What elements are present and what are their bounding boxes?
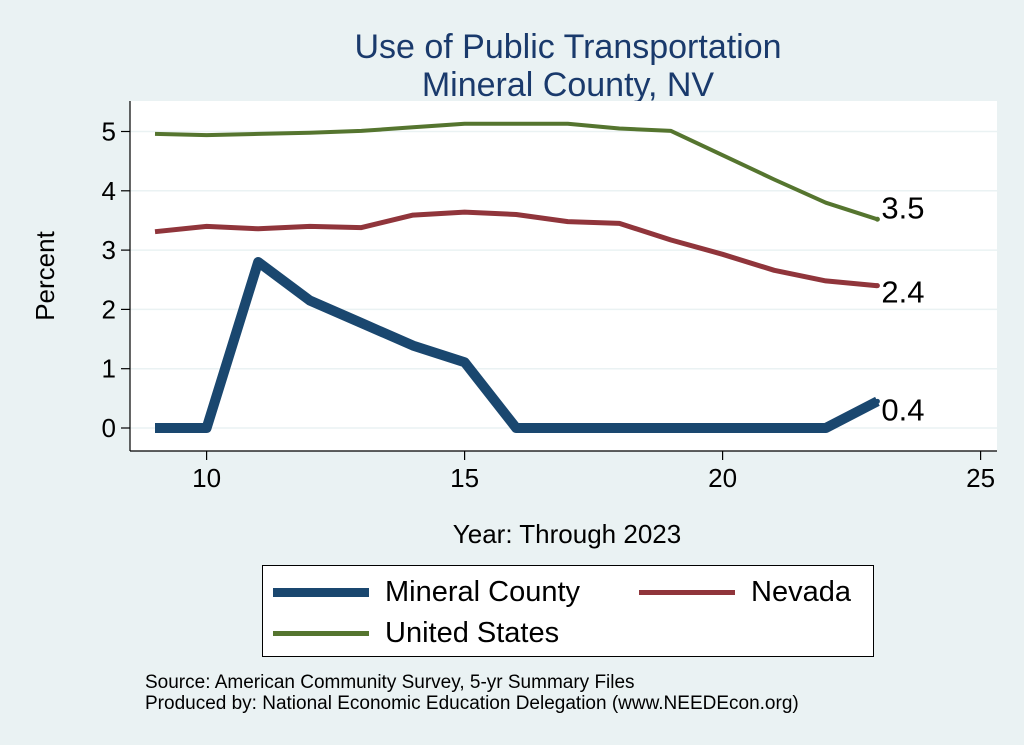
series-line-mineral-county bbox=[155, 257, 880, 433]
legend-item-united-states: United States bbox=[273, 617, 559, 649]
producer-line: Produced by: National Economic Education… bbox=[145, 693, 799, 714]
chart-title-line-1: Use of Public Transportation bbox=[354, 28, 782, 66]
legend-swatch-mineral-county bbox=[273, 587, 369, 597]
legend-item-nevada: Nevada bbox=[639, 576, 851, 608]
chart-title: Use of Public Transportation Mineral Cou… bbox=[0, 28, 1024, 104]
legend-item-mineral-county: Mineral County bbox=[273, 576, 580, 608]
legend-swatch-nevada bbox=[639, 589, 735, 595]
y-tick-label: 0 bbox=[102, 413, 116, 443]
legend-label: United States bbox=[385, 617, 560, 649]
legend-swatch-united-states bbox=[273, 630, 369, 636]
x-tick-label: 15 bbox=[450, 463, 479, 493]
end-point-marker bbox=[874, 398, 880, 404]
x-tick-label: 10 bbox=[192, 463, 221, 493]
x-axis-label: Year: Through 2023 bbox=[453, 519, 681, 549]
legend-label: Mineral County bbox=[385, 576, 581, 608]
end-labels: 3.5 2.4 0.4 bbox=[874, 190, 925, 427]
y-tick-label: 4 bbox=[102, 176, 116, 206]
end-label: 2.4 bbox=[881, 275, 924, 310]
chart-title-line-2: Mineral County, NV bbox=[421, 66, 715, 104]
end-point-marker bbox=[874, 216, 880, 222]
end-label: 0.4 bbox=[881, 392, 924, 427]
legend-label: Nevada bbox=[751, 576, 851, 608]
y-tick-label: 3 bbox=[102, 235, 116, 265]
source-line: Source: American Community Survey, 5-yr … bbox=[145, 672, 635, 693]
y-tick-label: 1 bbox=[102, 354, 116, 384]
series-line-nevada bbox=[154, 209, 878, 289]
x-tick-label: 20 bbox=[708, 463, 737, 493]
end-point-marker bbox=[874, 283, 880, 289]
y-axis-label: Percent bbox=[30, 230, 60, 320]
legend: Mineral County Nevada United States bbox=[262, 565, 874, 657]
series-line-united-states bbox=[154, 121, 879, 222]
y-tick-label: 5 bbox=[102, 117, 116, 147]
end-label: 3.5 bbox=[881, 190, 924, 225]
source-note: Source: American Community Survey, 5-yr … bbox=[145, 672, 799, 714]
series-lines bbox=[154, 121, 880, 433]
plot-area bbox=[130, 101, 997, 451]
x-tick-label: 25 bbox=[966, 463, 995, 493]
axes: 0 1 2 3 4 5 10 15 20 25 bbox=[102, 101, 997, 493]
y-tick-label: 2 bbox=[102, 294, 116, 324]
gridlines bbox=[130, 130, 997, 429]
